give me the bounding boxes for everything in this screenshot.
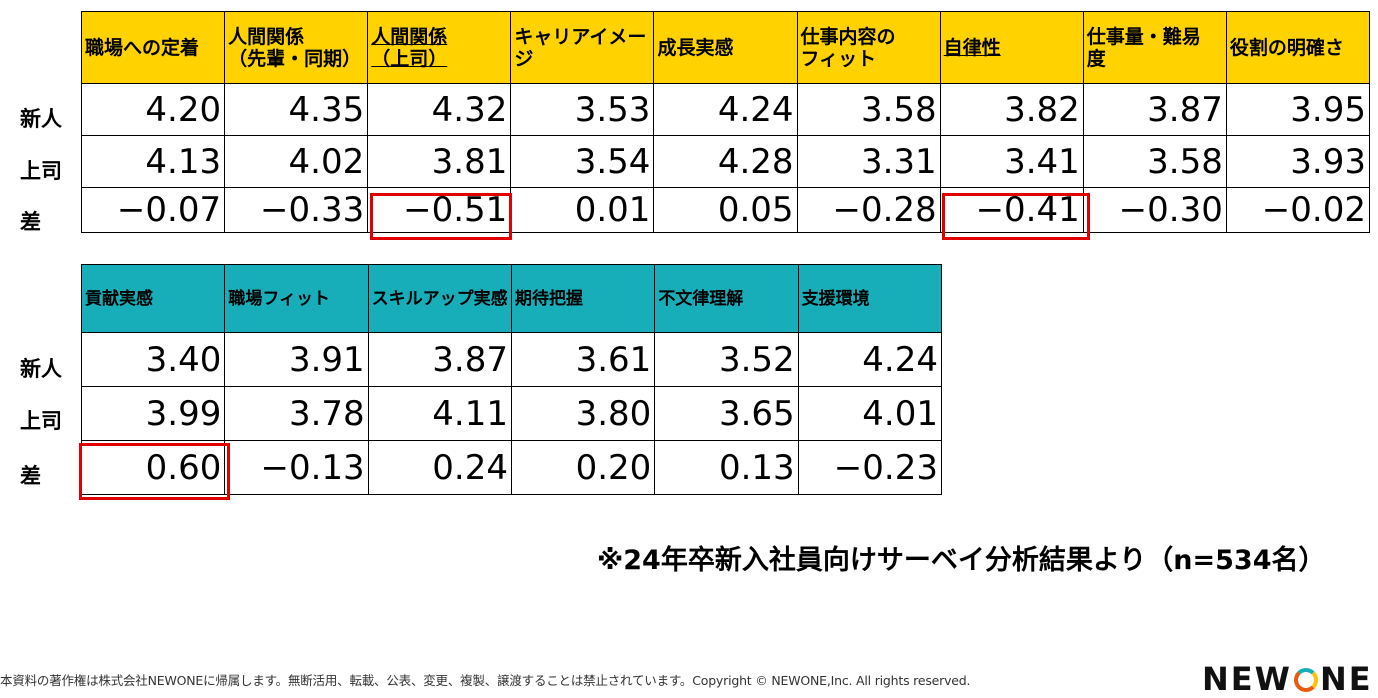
diff-score: 0.05 bbox=[653, 187, 798, 233]
diff-score: −0.02 bbox=[1225, 187, 1371, 233]
newone-logo: NEW NE bbox=[1202, 660, 1373, 698]
newcomer-score: 4.24 bbox=[797, 332, 943, 387]
header-cell: 人間関係 （上司） bbox=[367, 11, 512, 84]
diff-score: 0.13 bbox=[654, 440, 799, 495]
newcomer-score: 3.95 bbox=[1225, 83, 1371, 136]
boss-score: 3.99 bbox=[80, 386, 226, 441]
header-cell: 貢献実感 bbox=[80, 264, 226, 333]
boss-score: 3.93 bbox=[1225, 135, 1371, 188]
boss-score: 4.13 bbox=[80, 135, 226, 188]
header-cell: 期待把握 bbox=[510, 264, 656, 333]
newcomer-score: 4.32 bbox=[367, 83, 512, 136]
diff-score: 0.01 bbox=[510, 187, 655, 233]
boss-score: 3.81 bbox=[367, 135, 512, 188]
newcomer-score: 3.61 bbox=[510, 332, 656, 387]
header-cell: 人間関係 （先輩・同期） bbox=[224, 11, 369, 84]
diff-score: −0.23 bbox=[797, 440, 943, 495]
highlight-box-contribution bbox=[79, 443, 230, 500]
boss-score: 3.58 bbox=[1082, 135, 1227, 188]
boss-score: 4.11 bbox=[367, 386, 512, 441]
newcomer-score: 4.24 bbox=[653, 83, 798, 136]
boss-score: 3.80 bbox=[510, 386, 656, 441]
newcomer-score: 3.82 bbox=[939, 83, 1084, 136]
newcomer-score: 4.35 bbox=[224, 83, 369, 136]
newcomer-score: 3.53 bbox=[510, 83, 655, 136]
boss-score: 3.54 bbox=[510, 135, 655, 188]
boss-score: 4.02 bbox=[224, 135, 369, 188]
header-cell: 職場フィット bbox=[224, 264, 369, 333]
diff-score: −0.28 bbox=[796, 187, 941, 233]
newcomer-score: 3.91 bbox=[224, 332, 369, 387]
header-cell: 成長実感 bbox=[653, 11, 798, 84]
comparison-table-2: 貢献実感 職場フィット スキルアップ実感 期待把握 不文律理解 支援環境 3.4… bbox=[80, 264, 943, 495]
comparison-table-1: 職場への定着 人間関係 （先輩・同期） 人間関係 （上司） キャリアイメージ 成長実… bbox=[80, 11, 1371, 233]
header-cell: 支援環境 bbox=[797, 264, 943, 333]
row-label-newcomer-1: 新人 bbox=[20, 107, 62, 131]
row-label-newcomer-2: 新人 bbox=[20, 357, 62, 381]
header-cell: 役割の明確さ bbox=[1225, 11, 1371, 84]
diff-score: 0.60 bbox=[80, 440, 226, 495]
newcomer-score: 3.40 bbox=[80, 332, 226, 387]
newcomer-score: 3.87 bbox=[1082, 83, 1227, 136]
diff-score: −0.13 bbox=[224, 440, 369, 495]
boss-score: 4.01 bbox=[797, 386, 943, 441]
header-cell: 自律性 bbox=[939, 11, 1084, 84]
diff-score: −0.07 bbox=[80, 187, 226, 233]
header-cell: 不文律理解 bbox=[654, 264, 799, 333]
diff-score: 0.20 bbox=[510, 440, 656, 495]
diff-score: −0.30 bbox=[1082, 187, 1227, 233]
row-label-boss-2: 上司 bbox=[20, 409, 62, 433]
header-cell: 職場への定着 bbox=[80, 11, 226, 84]
boss-score: 3.78 bbox=[224, 386, 369, 441]
survey-note: ※24年卒新入社員向けサーベイ分析結果より（n=534名） bbox=[597, 545, 1326, 576]
logo-ring-icon bbox=[1293, 668, 1318, 692]
boss-score: 3.65 bbox=[654, 386, 799, 441]
newcomer-score: 3.58 bbox=[796, 83, 941, 136]
header-cell: キャリアイメージ bbox=[510, 11, 655, 84]
boss-score: 3.31 bbox=[796, 135, 941, 188]
header-cell: 仕事内容の フィット bbox=[796, 11, 941, 84]
boss-score: 4.28 bbox=[653, 135, 798, 188]
row-label-diff-1: 差 bbox=[20, 210, 41, 234]
header-cell: スキルアップ実感 bbox=[367, 264, 512, 333]
diff-score: −0.33 bbox=[224, 187, 369, 233]
diff-score: 0.24 bbox=[367, 440, 512, 495]
boss-score: 3.41 bbox=[939, 135, 1084, 188]
highlight-box-autonomy bbox=[942, 193, 1090, 240]
row-label-boss-1: 上司 bbox=[20, 159, 62, 183]
header-cell: 仕事量・難易度 bbox=[1082, 11, 1227, 84]
row-label-diff-2: 差 bbox=[20, 464, 41, 488]
copyright-text: 本資料の著作権は株式会社NEWONEに帰属します。無断活用、転載、公表、変更、複… bbox=[0, 673, 971, 688]
newcomer-score: 3.87 bbox=[367, 332, 512, 387]
newcomer-score: 3.52 bbox=[654, 332, 799, 387]
newcomer-score: 4.20 bbox=[80, 83, 226, 136]
highlight-box-boss-relationship bbox=[370, 193, 512, 240]
